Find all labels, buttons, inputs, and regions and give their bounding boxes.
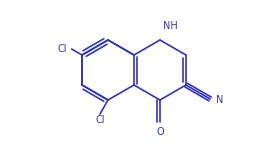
Text: N: N — [215, 95, 223, 105]
Text: Cl: Cl — [95, 115, 105, 125]
Text: O: O — [156, 127, 164, 137]
Text: Cl: Cl — [57, 44, 67, 54]
Text: NH: NH — [163, 21, 178, 31]
